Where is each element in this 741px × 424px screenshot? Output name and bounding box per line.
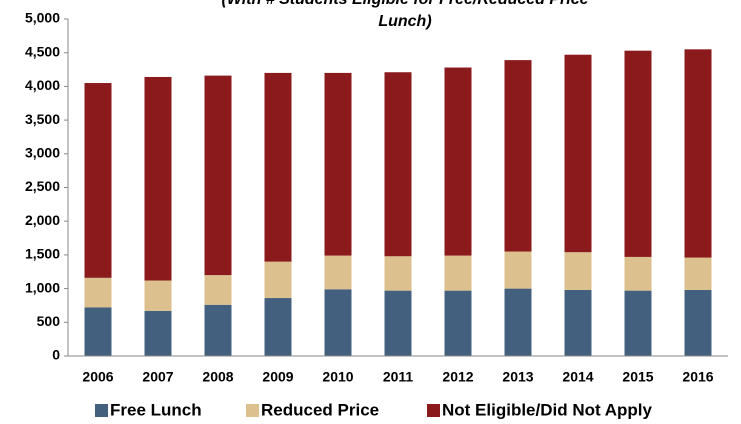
bar-segment — [84, 277, 112, 308]
y-tick-label: 3,500 — [25, 111, 60, 127]
bar-segment — [564, 289, 592, 356]
bar-segment — [204, 275, 232, 305]
bar-segment — [444, 255, 472, 291]
bar-segment — [684, 289, 712, 356]
x-tick-label: 2016 — [682, 369, 713, 385]
x-tick-label: 2009 — [262, 369, 293, 385]
chart-title: (With # Students Eligible for Free/Reduc… — [221, 0, 588, 30]
bar-segment — [144, 76, 172, 281]
y-tick-label: 500 — [37, 313, 61, 329]
bar-segment — [144, 310, 172, 356]
bar-segment — [624, 50, 652, 257]
bar-segment — [624, 256, 652, 291]
x-tick-label: 2014 — [562, 369, 593, 385]
y-tick-label: 2,000 — [25, 212, 60, 228]
bar-segment — [84, 83, 112, 278]
bar-segment — [504, 60, 532, 252]
bar-segment — [324, 255, 352, 290]
y-tick-label: 4,500 — [25, 43, 60, 59]
legend-label: Free Lunch — [110, 400, 202, 419]
y-tick-label: 3,000 — [25, 145, 60, 161]
bar-segment — [564, 54, 592, 253]
legend-label: Reduced Price — [261, 400, 379, 419]
bar-segment — [684, 49, 712, 258]
x-tick-label: 2008 — [202, 369, 233, 385]
bar-segment — [324, 289, 352, 356]
x-tick-label: 2006 — [82, 369, 113, 385]
bar-segment — [504, 251, 532, 289]
bar-segment — [384, 72, 412, 257]
legend-marker — [427, 404, 440, 417]
bar-segment — [324, 72, 352, 256]
bar-segment — [384, 256, 412, 291]
y-tick-label: 0 — [52, 347, 60, 363]
legend-label: Not Eligible/Did Not Apply — [442, 400, 653, 419]
bar-segment — [684, 257, 712, 290]
x-tick-label: 2010 — [322, 369, 353, 385]
y-tick-label: 2,500 — [25, 178, 60, 194]
bar-segment — [264, 298, 292, 356]
bar-segment — [564, 252, 592, 290]
bar-segment — [624, 290, 652, 356]
bar-segment — [84, 307, 112, 356]
bar-segment — [444, 290, 472, 356]
bar-segment — [204, 75, 232, 276]
y-tick-label: 5,000 — [25, 10, 60, 26]
bar-segment — [204, 304, 232, 356]
y-tick-label: 1,000 — [25, 279, 60, 295]
x-tick-label: 2011 — [383, 369, 414, 385]
bar-segment — [264, 72, 292, 262]
bar-segment — [504, 288, 532, 356]
x-tick-label: 2013 — [502, 369, 533, 385]
bar-segment — [384, 290, 412, 356]
y-tick-label: 1,500 — [25, 246, 60, 262]
x-tick-label: 2015 — [622, 369, 653, 385]
bar-segment — [144, 280, 172, 311]
y-tick-label: 4,000 — [25, 77, 60, 93]
legend-marker — [246, 404, 259, 417]
bar-segment — [264, 261, 292, 299]
legend-marker — [95, 404, 108, 417]
x-tick-label: 2012 — [442, 369, 473, 385]
x-tick-label: 2007 — [142, 369, 173, 385]
bar-segment — [444, 67, 472, 256]
